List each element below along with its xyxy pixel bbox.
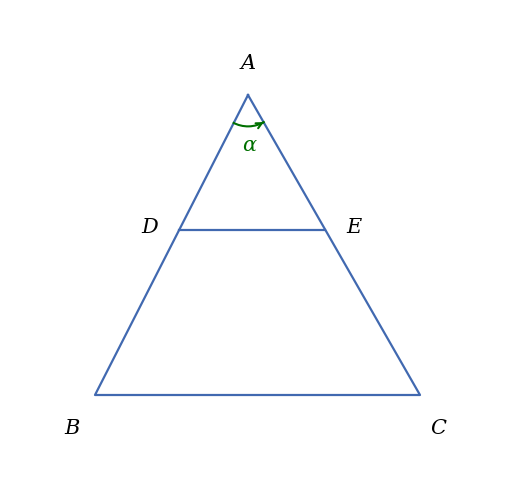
Text: A: A [241,54,256,73]
Text: B: B [64,419,79,438]
Text: D: D [142,218,158,237]
Text: α: α [242,136,256,155]
Text: E: E [346,218,361,237]
Text: C: C [430,419,447,438]
